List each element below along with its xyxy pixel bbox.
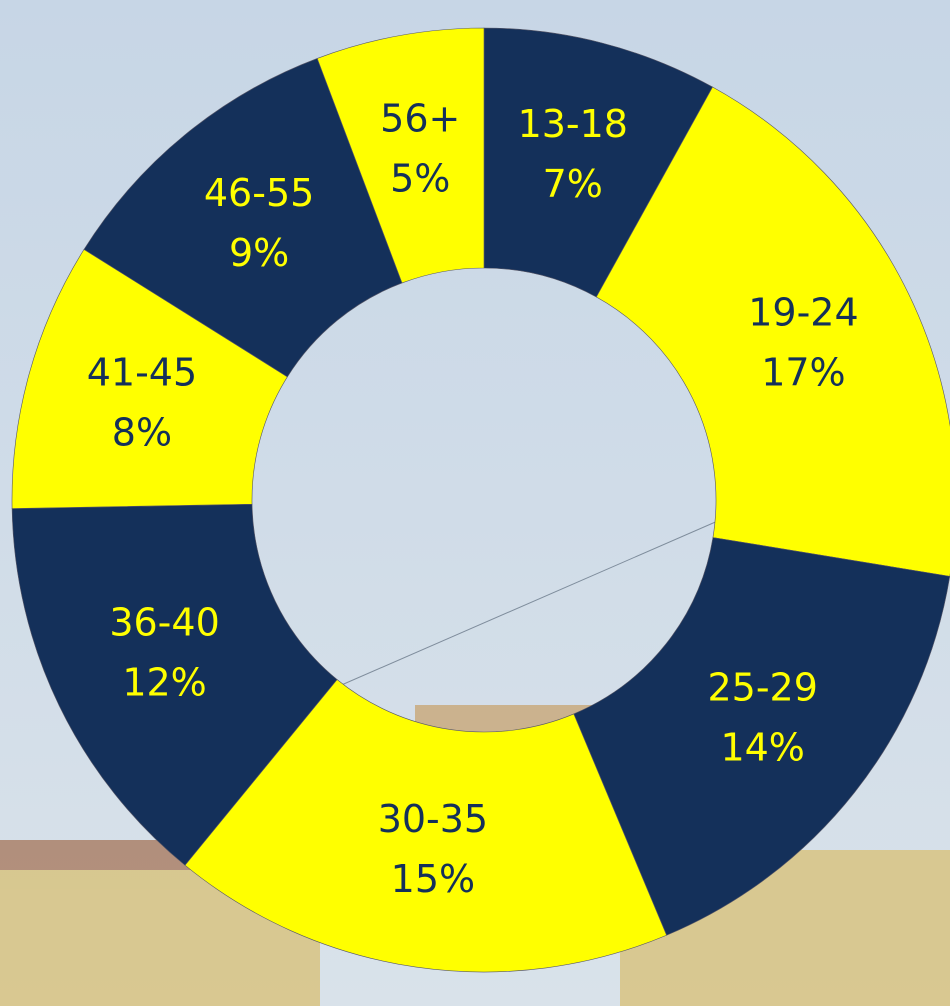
slice-value-label: 17% [761, 351, 845, 395]
slice-category-label: 46-55 [204, 171, 314, 215]
slice-category-label: 36-40 [109, 600, 219, 644]
slice-value-label: 8% [112, 411, 172, 455]
slice-category-label: 13-18 [518, 102, 628, 146]
slice-category-label: 56+ [380, 96, 460, 140]
slice-value-label: 7% [543, 162, 603, 206]
slice-category-label: 30-35 [378, 797, 488, 841]
slice-value-label: 14% [720, 725, 804, 769]
slice-category-label: 41-45 [87, 351, 197, 395]
chart: 13-18 7% 19-24 17% 25-29 14% 30-35 15% 36-40 12% 4… [0, 0, 950, 1006]
slice-value-label: 5% [390, 156, 450, 200]
slice-value-label: 15% [391, 857, 475, 901]
slice-value-label: 12% [122, 660, 206, 704]
slice-category-label: 25-29 [707, 665, 817, 709]
slice-value-label: 9% [229, 231, 289, 275]
slice-category-label: 19-24 [748, 291, 858, 335]
